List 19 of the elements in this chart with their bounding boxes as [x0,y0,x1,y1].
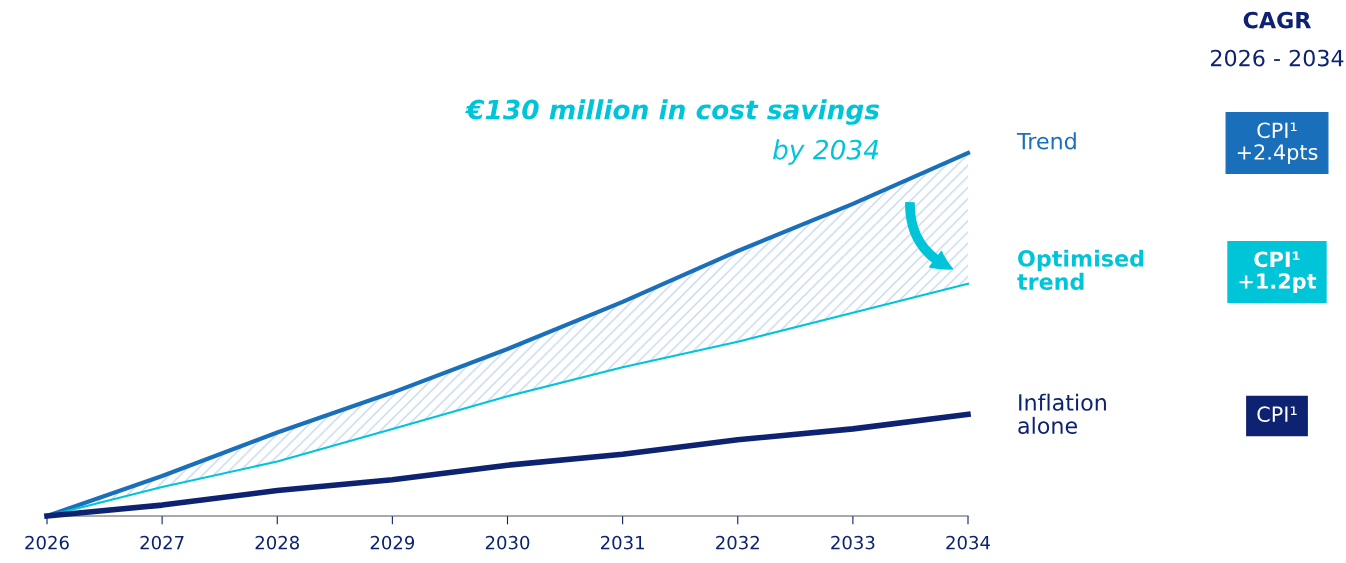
text: 2026 - 2034 [1211,49,1344,67]
text: CPI¹ +1.2pt [1239,251,1317,293]
text: Inflation alone [1018,393,1106,435]
x-tick-label: 2034 [946,535,990,550]
chart-subtitle: by 2034 [773,139,879,165]
text: CPI¹ +2.4pts [1237,122,1318,164]
text: Optimised trend [1017,249,1144,291]
text: CPI¹ [1257,406,1297,423]
x-tick-label: 2031 [600,535,644,550]
x-tick-label: 2026 [25,535,69,550]
x-tick-label: 2028 [255,535,299,550]
chart-title: €130 million in cost savings [465,99,880,125]
x-tick-label: 2032 [716,535,759,550]
x-tick-label: 2029 [370,535,415,550]
text: CAGR [1243,11,1311,29]
x-tick-label: 2030 [485,535,530,550]
x-tick-label: 2033 [831,535,875,550]
text: Trend [1016,132,1076,150]
x-tick-label: 2027 [140,535,184,550]
